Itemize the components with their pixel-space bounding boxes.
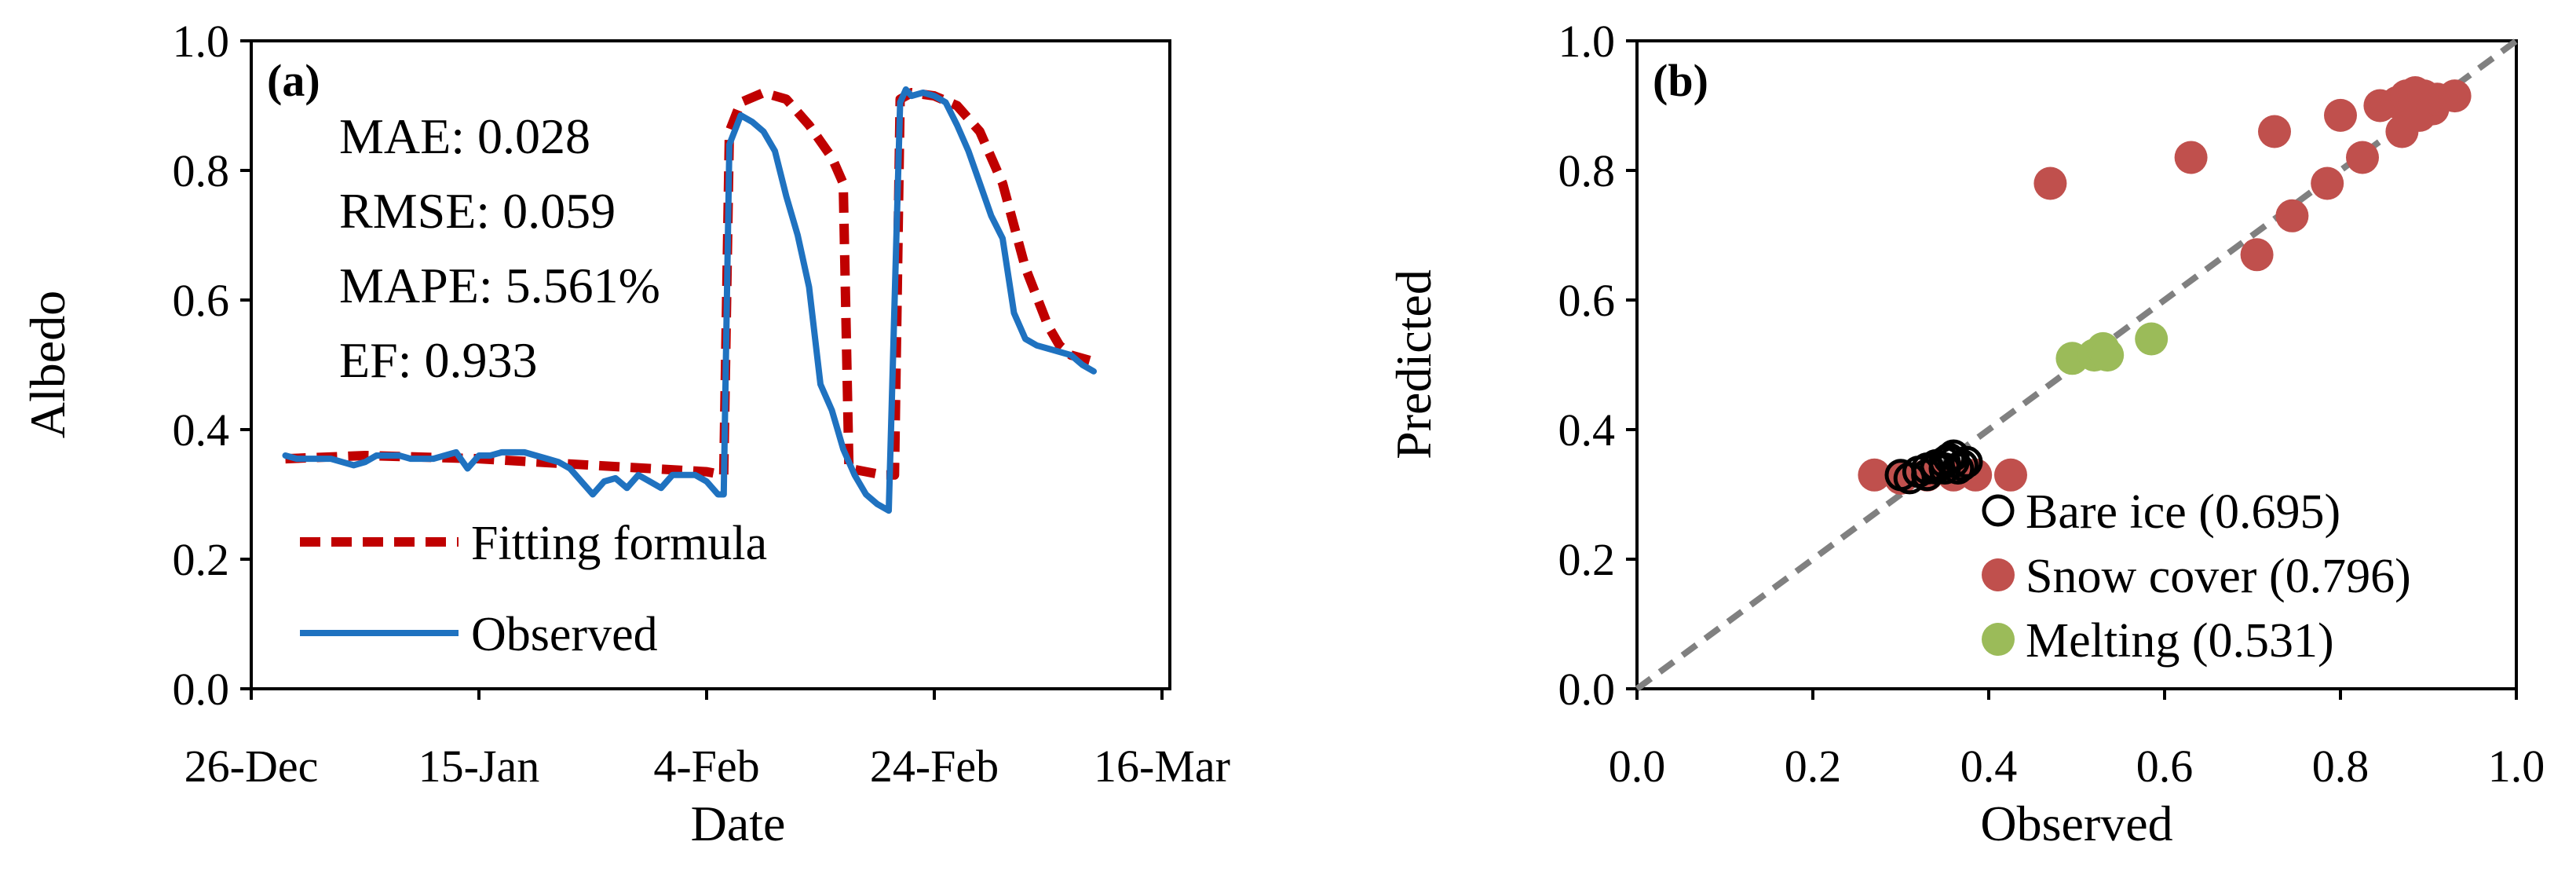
snow-cover-point: [2033, 167, 2067, 200]
panel-b-x-axis-title: Observed: [1980, 796, 2172, 851]
panel-a-x-axis-title: Date: [691, 796, 786, 851]
bare-ice-point: [1942, 452, 1975, 485]
panel-a-y-tick-label: 1.0: [173, 16, 230, 67]
panel-b-y-ticks: 0.0 0.2 0.4 0.6 0.8 1.0: [1558, 16, 1637, 715]
snow-cover-point: [2258, 115, 2291, 148]
panel-b-points: [1858, 76, 2472, 495]
bare-ice-point: [1893, 462, 1926, 495]
panel-b-x-tick-label: 1.0: [2488, 741, 2545, 792]
panel-b-y-tick-label: 0.6: [1558, 275, 1616, 326]
panel-b-y-axis-title: Predicted: [1386, 269, 1441, 459]
panel-a-y-tick-label: 0.2: [173, 534, 230, 585]
panel-a-legend: Fitting formula Observed: [300, 517, 767, 661]
snow-cover-point: [2324, 98, 2357, 132]
legend-melting-marker: [1982, 623, 2015, 656]
panel-a-x-tick-label: 4-Feb: [653, 741, 759, 792]
panel-b-legend: Bare ice (0.695) Snow cover (0.796) Melt…: [1982, 485, 2411, 668]
panel-a-x-ticks: 26-Dec 15-Jan 4-Feb 24-Feb 16-Mar: [185, 689, 1230, 792]
metric-rmse: RMSE: 0.059: [339, 183, 616, 239]
panel-a-x-tick-label: 16-Mar: [1094, 741, 1230, 792]
panel-b-label: (b): [1653, 55, 1708, 106]
panel-b-y-tick-label: 0.4: [1558, 404, 1616, 456]
panel-b-x-tick-label: 0.4: [1960, 741, 2018, 792]
panel-b-x-tick-label: 0.0: [1609, 741, 1666, 792]
snow-cover-point: [2311, 167, 2344, 200]
bare-ice-point: [1911, 459, 1944, 492]
legend-bare-ice-marker: [1982, 494, 2015, 527]
panel-b-y-tick-label: 1.0: [1558, 16, 1616, 67]
panel-b-y-tick-label: 0.8: [1558, 145, 1616, 196]
snow-cover-point: [2174, 141, 2208, 174]
panel-b-x-ticks: 0.0 0.2 0.4 0.6 0.8 1.0: [1609, 689, 2545, 792]
panel-a-x-tick-label: 26-Dec: [185, 741, 319, 792]
panel-a-metrics: MAE: 0.028 RMSE: 0.059 MAPE: 5.561% EF: …: [339, 108, 660, 388]
metric-mape: MAPE: 5.561%: [339, 258, 660, 313]
melting-point: [2091, 339, 2125, 372]
legend-melting-label: Melting (0.531): [2026, 614, 2334, 668]
legend-snow-cover-label: Snow cover (0.796): [2026, 550, 2411, 603]
snow-cover-point: [2346, 141, 2379, 174]
bare-ice-point: [1950, 445, 1983, 478]
panel-a-y-ticks: 0.0 0.2 0.4 0.6 0.8 1.0: [173, 16, 251, 715]
fitting-formula-line: [285, 88, 1095, 480]
panel-a-x-tick-label: 15-Jan: [418, 741, 540, 792]
legend-snow-cover-marker: [1982, 558, 2015, 591]
melting-point: [2135, 322, 2169, 356]
legend-bare-ice-label: Bare ice (0.695): [2026, 485, 2340, 539]
metric-mae: MAE: 0.028: [339, 108, 590, 164]
panel-a-y-tick-label: 0.0: [173, 664, 230, 715]
panel-a-plot-area: [250, 39, 1171, 690]
panel-a-y-tick-label: 0.8: [173, 145, 230, 196]
legend-observed-label: Observed: [471, 608, 658, 661]
observed-line: [282, 86, 1097, 514]
snow-cover-point: [2240, 238, 2274, 272]
metric-ef: EF: 0.933: [339, 332, 537, 388]
panel-a-series: [282, 86, 1097, 514]
panel-b-y-tick-label: 0.2: [1558, 534, 1616, 585]
panel-a-label: (a): [267, 55, 320, 106]
panel-a-line-chart: 0.0 0.2 0.4 0.6 0.8 1.0 26-Dec 15-Jan 4-Feb 24-F…: [20, 16, 1230, 851]
panel-b-x-tick-label: 0.2: [1785, 741, 1842, 792]
panel-a-x-tick-label: 24-Feb: [870, 741, 999, 792]
panel-b-scatter-chart: 0.0 0.2 0.4 0.6 0.8 1.0 0.0 0.2 0.4 0.6 0.8 1.0 (b…: [1386, 16, 2545, 851]
panel-a-y-axis-title: Albedo: [20, 291, 75, 438]
snow-cover-point: [2275, 199, 2309, 232]
panel-b-x-tick-label: 0.8: [2312, 741, 2370, 792]
panel-a-y-tick-label: 0.4: [173, 404, 230, 456]
panel-b-x-tick-label: 0.6: [2136, 741, 2194, 792]
snow-cover-point: [1858, 458, 1891, 492]
snow-cover-point: [2438, 79, 2472, 113]
panel-b-y-tick-label: 0.0: [1558, 664, 1616, 715]
panel-a-y-tick-label: 0.6: [173, 275, 230, 326]
snow-cover-point: [1994, 458, 2027, 492]
legend-fitting-formula-label: Fitting formula: [471, 517, 767, 570]
